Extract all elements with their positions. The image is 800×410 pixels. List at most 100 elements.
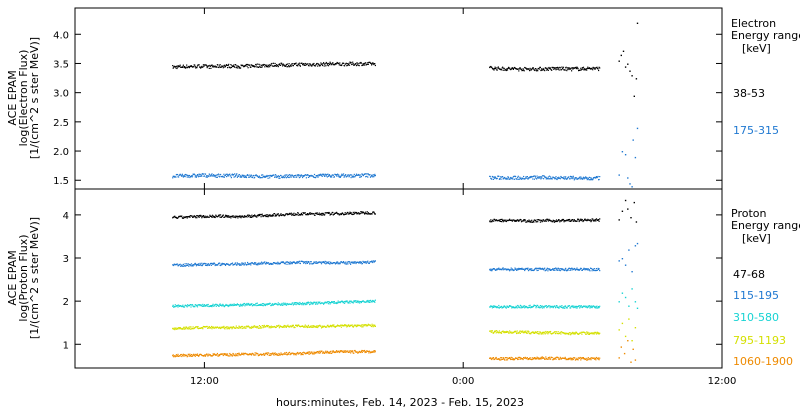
- data-point: [314, 301, 316, 303]
- data-point: [364, 261, 366, 264]
- data-point: [200, 215, 202, 217]
- data-point: [332, 301, 334, 303]
- data-point: [531, 219, 533, 221]
- data-point: [187, 304, 189, 306]
- data-point: [324, 63, 326, 65]
- data-point: [186, 326, 188, 328]
- data-point: [290, 176, 292, 178]
- data-point: [321, 175, 324, 177]
- data-point: [316, 325, 318, 327]
- data-point: [176, 174, 179, 176]
- data-point: [569, 269, 571, 271]
- data-point: [249, 215, 251, 217]
- data-point: [368, 300, 370, 302]
- data-point: [558, 176, 560, 178]
- electron-panel: 1.52.02.53.03.54.0 ACE EPAM log(Electron…: [6, 7, 800, 190]
- data-point: [241, 327, 243, 330]
- data-point: [618, 174, 620, 176]
- data-point: [179, 305, 181, 307]
- data-point: [506, 305, 509, 307]
- data-point: [284, 214, 286, 216]
- data-point: [272, 62, 275, 64]
- data-point: [309, 212, 311, 214]
- data-point: [555, 269, 558, 271]
- data-point: [372, 351, 374, 353]
- data-point: [508, 305, 510, 307]
- data-point: [566, 68, 568, 70]
- data-point: [188, 326, 190, 328]
- data-point: [492, 178, 495, 180]
- data-point: [201, 265, 203, 267]
- data-point: [350, 300, 352, 302]
- data-point: [196, 263, 199, 266]
- electron-series-38-53: [172, 22, 639, 97]
- data-point: [592, 178, 594, 180]
- data-point: [515, 220, 517, 222]
- data-point: [564, 332, 566, 334]
- data-point: [546, 69, 548, 71]
- data-point: [355, 173, 358, 175]
- data-point: [183, 216, 185, 218]
- data-point: [308, 302, 310, 304]
- data-point: [215, 215, 217, 217]
- data-point: [206, 305, 208, 307]
- data-point: [188, 175, 190, 177]
- data-point: [280, 304, 282, 306]
- data-point: [240, 217, 242, 219]
- data-point: [224, 353, 227, 355]
- data-point: [214, 263, 216, 265]
- data-point: [313, 173, 316, 176]
- data-point: [529, 306, 531, 308]
- data-point: [568, 267, 571, 269]
- data-point: [531, 176, 533, 178]
- data-point: [323, 174, 325, 176]
- data-point: [553, 67, 555, 69]
- data-point: [563, 176, 565, 178]
- proton-plot-frame: [74, 188, 723, 369]
- data-point: [305, 263, 307, 265]
- data-point: [568, 305, 571, 307]
- data-point: [203, 175, 206, 177]
- data-point: [223, 64, 225, 66]
- data-point: [575, 358, 578, 360]
- data-point: [598, 220, 600, 222]
- data-point: [204, 354, 206, 356]
- data-point: [298, 260, 300, 262]
- data-point: [521, 267, 523, 269]
- data-point: [275, 354, 277, 356]
- data-point: [251, 64, 253, 66]
- data-point: [243, 302, 245, 305]
- data-point: [309, 326, 311, 328]
- data-point: [590, 179, 592, 181]
- data-point: [357, 325, 359, 327]
- data-point: [581, 67, 583, 69]
- data-point: [497, 66, 499, 68]
- data-point: [337, 302, 339, 304]
- data-point: [261, 213, 263, 215]
- data-point: [290, 353, 292, 355]
- data-point: [349, 211, 351, 213]
- data-point: [176, 328, 178, 330]
- data-point: [553, 268, 555, 270]
- data-point: [195, 265, 197, 267]
- data-point: [353, 176, 355, 178]
- data-point: [527, 270, 530, 272]
- data-point: [318, 175, 320, 177]
- data-point: [180, 175, 182, 177]
- data-point: [586, 220, 588, 222]
- data-point: [251, 303, 253, 305]
- data-point: [282, 65, 284, 67]
- data-point: [223, 353, 225, 355]
- data-point: [570, 334, 572, 336]
- data-point: [524, 178, 526, 180]
- data-point: [350, 174, 352, 176]
- data-point: [313, 176, 315, 178]
- data-point: [300, 303, 303, 305]
- data-point: [304, 62, 306, 65]
- data-point: [536, 305, 538, 308]
- data-point: [547, 219, 549, 221]
- data-point: [292, 261, 294, 263]
- data-point: [300, 174, 303, 176]
- data-point: [255, 174, 257, 176]
- data-point: [597, 333, 599, 335]
